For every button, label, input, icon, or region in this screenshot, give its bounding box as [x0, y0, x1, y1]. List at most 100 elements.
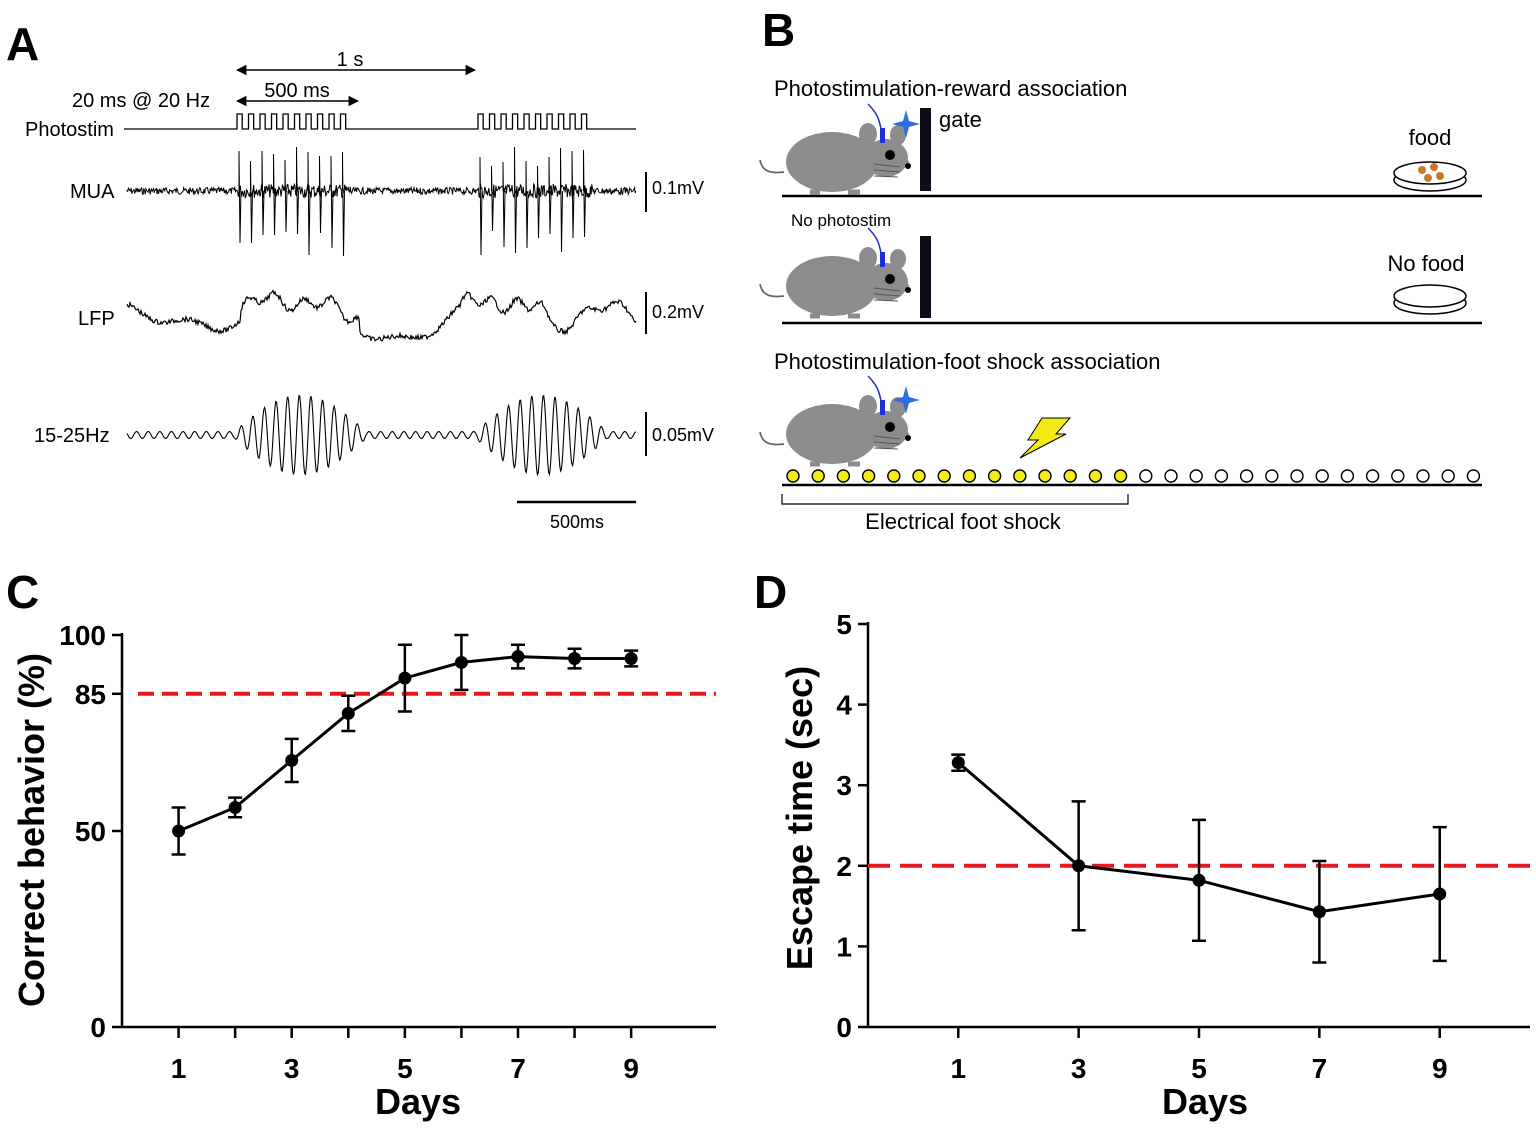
- mua-trace: [126, 146, 637, 257]
- x-tick-label: 7: [510, 1053, 526, 1084]
- no-photostim-label: No photostim: [791, 211, 891, 230]
- shock-grid-dot-active: [836, 469, 851, 483]
- shock-grid-dot-inactive: [1466, 469, 1481, 483]
- shock-zone-bracket: [781, 494, 1129, 505]
- mua-label: MUA: [70, 181, 115, 203]
- data-point: [1072, 859, 1086, 873]
- panel-a-label: A: [6, 18, 39, 70]
- lfp-label: LFP: [78, 308, 115, 330]
- panel-d-chart: 0 1 2 3 4 5 1 3 5 7 9 Days Escape time (sec): [779, 609, 1530, 1122]
- shock-grid-dot-active: [887, 469, 901, 483]
- data-point: [341, 706, 355, 720]
- panel-d-label: D: [754, 566, 787, 618]
- shock-grid-dot-inactive: [1365, 469, 1380, 483]
- shock-grid-dot-active: [1063, 469, 1077, 483]
- gate-label: gate: [939, 107, 982, 132]
- band-label: 15-25Hz: [34, 425, 110, 447]
- gate-bar-2: [920, 236, 931, 318]
- band-filtered-trace: [126, 394, 637, 477]
- photostim-label: Photostim: [25, 119, 114, 141]
- protocol-label: 20 ms @ 20 Hz: [72, 90, 210, 112]
- c-x-label: Days: [375, 1081, 461, 1122]
- x-tick-label: 1: [171, 1053, 187, 1084]
- shock-grid-dot-active: [937, 469, 951, 483]
- half-second-label: 500 ms: [264, 80, 330, 102]
- y-tick-label: 0: [836, 1012, 852, 1043]
- shock-grid-dot-inactive: [1315, 469, 1329, 483]
- shock-grid-dot-inactive: [1265, 469, 1279, 483]
- data-point: [1433, 887, 1447, 901]
- c-error-bars: [171, 633, 639, 856]
- data-point: [568, 652, 582, 666]
- shock-grid-dot-inactive: [1441, 469, 1455, 483]
- panel-b-label: B: [762, 4, 795, 56]
- y-tick-label: 85: [75, 679, 106, 710]
- data-point: [1192, 873, 1206, 887]
- c-y-ticks: 0 50 85 100: [59, 620, 122, 1043]
- shock-zone-label: Electrical foot shock: [865, 509, 1062, 534]
- shock-grid-dot-inactive: [1340, 469, 1355, 483]
- panel-c-label: C: [6, 566, 39, 618]
- d-points: [951, 756, 1447, 919]
- lightning-bolt-icon: [1019, 417, 1072, 459]
- x-tick-label: 7: [1312, 1053, 1328, 1084]
- y-tick-label: 5: [836, 609, 852, 640]
- one-second-label: 1 s: [337, 49, 364, 71]
- shock-grid-dot-active: [987, 469, 1002, 483]
- mouse-photostim-reward: [760, 104, 911, 192]
- x-tick-label: 5: [397, 1053, 413, 1084]
- shock-grid-dot-active: [786, 469, 800, 483]
- empty-dish-icon: [1393, 284, 1467, 315]
- shock-grid-dot-inactive: [1391, 469, 1405, 483]
- data-point: [1312, 905, 1326, 919]
- y-tick-label: 100: [59, 620, 106, 651]
- shock-grid-dot-active: [1013, 469, 1027, 483]
- shock-grid-dot-active: [1088, 469, 1103, 483]
- shock-grid-dot-active: [962, 469, 977, 483]
- reward-title: Photostimulation-reward association: [774, 76, 1127, 101]
- shock-grid-dot-active: [1038, 469, 1052, 483]
- time-scale-label: 500ms: [550, 512, 604, 532]
- data-point: [511, 650, 525, 664]
- shock-grid-dot-inactive: [1290, 469, 1304, 483]
- mouse-photostim-shock: [760, 376, 911, 464]
- x-tick-label: 3: [1071, 1053, 1087, 1084]
- d-x-ticks: 1 3 5 7 9: [950, 1027, 1448, 1084]
- panel-c-chart: 0 50 85 100 1 3 5 7 9 Days Correct behavior (%): [11, 620, 716, 1122]
- data-point: [228, 800, 242, 814]
- shock-grid-dot-inactive: [1139, 469, 1153, 483]
- band-scale-label: 0.05mV: [652, 425, 714, 445]
- shock-grid-dot-inactive: [1164, 469, 1178, 483]
- c-y-label: Correct behavior (%): [11, 653, 52, 1007]
- shock-grid-dot-inactive: [1239, 469, 1254, 483]
- shock-grid-dots: [786, 469, 1481, 483]
- d-y-label: Escape time (sec): [779, 666, 820, 970]
- mua-scale-label: 0.1mV: [652, 178, 704, 198]
- shock-grid-dot-active: [861, 469, 876, 483]
- shock-grid-dot-active: [811, 469, 825, 483]
- lfp-trace: [126, 289, 637, 342]
- shock-grid-dot-inactive: [1214, 469, 1229, 483]
- mouse-no-photostim: [760, 228, 911, 316]
- y-tick-label: 1: [836, 931, 852, 962]
- d-error-bars: [951, 753, 1447, 964]
- x-tick-label: 5: [1191, 1053, 1207, 1084]
- y-tick-label: 50: [75, 816, 106, 847]
- gate-bar: [920, 108, 931, 191]
- x-tick-label: 9: [623, 1053, 639, 1084]
- data-point: [172, 824, 186, 838]
- c-x-ticks: 1 3 5 7 9: [171, 1027, 639, 1084]
- x-tick-label: 9: [1432, 1053, 1448, 1084]
- food-label: food: [1409, 125, 1452, 150]
- y-tick-label: 4: [836, 690, 852, 721]
- y-tick-label: 2: [836, 851, 852, 882]
- data-point: [454, 655, 468, 669]
- lfp-scale-label: 0.2mV: [652, 302, 704, 322]
- d-y-ticks: 0 1 2 3 4 5: [836, 609, 868, 1043]
- d-x-label: Days: [1162, 1081, 1248, 1122]
- shock-title: Photostimulation-foot shock association: [774, 349, 1160, 374]
- data-point: [951, 756, 965, 770]
- shock-grid-dot-inactive: [1416, 469, 1430, 483]
- shock-grid-dot-active: [912, 469, 926, 483]
